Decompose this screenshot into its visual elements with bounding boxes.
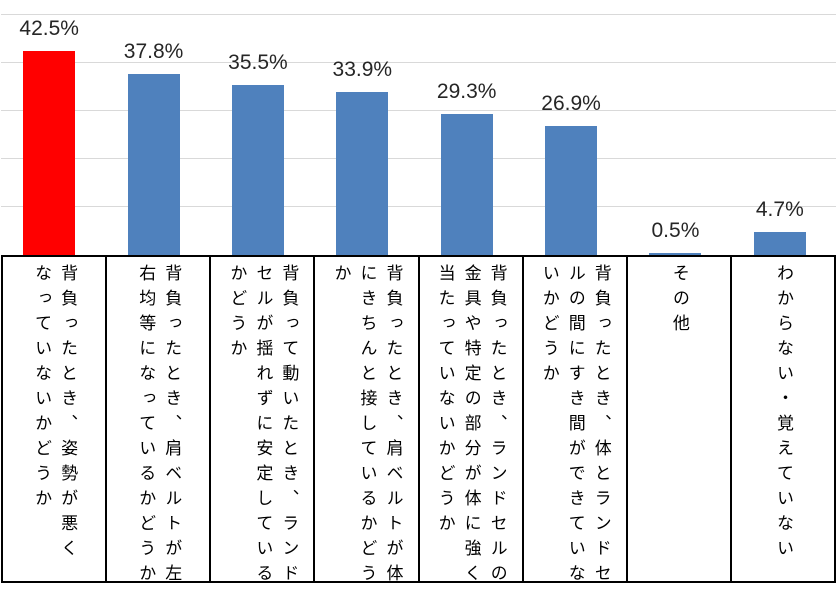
category-label-line: いかどうか xyxy=(539,264,559,389)
category-label-line: その他 xyxy=(669,264,689,339)
category-label-8: わからない・覚えていない xyxy=(770,264,796,564)
category-label-line: 右均等になっているかどうか xyxy=(136,264,156,581)
category-label-2: 背負ったとき、肩ベルトが左 右均等になっているかどうか xyxy=(132,264,184,581)
category-cell-6: 背負ったとき、体とランドセ ルの間にすき間ができていな いかどうか xyxy=(521,257,626,581)
category-label-3: 背負って動いたとき、ランド セルが揺れずに安定している かどうか xyxy=(223,264,301,581)
category-label-line: ルの間にすき間ができていな xyxy=(565,264,585,581)
gridline-30 xyxy=(1,110,836,111)
category-label-4: 背負ったとき、肩ベルトが体 にきちんと接しているかどうか xyxy=(327,264,405,581)
category-cell-8: わからない・覚えていない xyxy=(729,257,834,581)
bar-value-label-8: 4.7% xyxy=(755,198,804,222)
bar-value-label-4: 33.9% xyxy=(332,58,393,82)
bar-4 xyxy=(336,92,389,255)
category-label-line: 金具や特定の部分が体に強く xyxy=(461,264,481,581)
category-cell-2: 背負ったとき、肩ベルトが左 右均等になっているかどうか xyxy=(105,257,209,581)
category-cell-7: その他 xyxy=(625,257,730,581)
category-label-line: にきちんと接しているかどう xyxy=(357,264,377,581)
category-label-line: 背負ったとき、肩ベルトが体 xyxy=(383,264,403,581)
category-label-6: 背負ったとき、体とランドセ ルの間にすき間ができていな いかどうか xyxy=(536,264,614,581)
category-label-line: なっていないかどうか xyxy=(32,264,52,514)
gridline-50 xyxy=(1,14,836,15)
category-cell-3: 背負って動いたとき、ランド セルが揺れずに安定している かどうか xyxy=(209,257,313,581)
bar-value-label-7: 0.5% xyxy=(651,218,700,242)
category-label-line: 当たっていないかどうか xyxy=(435,264,455,539)
bar-8 xyxy=(753,232,806,255)
bar-6 xyxy=(545,125,598,255)
category-cell-5: 背負ったとき、ランドセルの 金具や特定の部分が体に強く 当たっていないかどうか xyxy=(417,257,522,581)
bar-value-label-6: 26.9% xyxy=(541,91,601,115)
category-axis-table: 背負ったとき、姿勢が悪く なっていないかどうか 背負ったとき、肩ベルトが左 右均等にな… xyxy=(1,255,836,583)
category-label-1: 背負ったとき、姿勢が悪く なっていないかどうか xyxy=(28,264,80,564)
category-label-line: か xyxy=(331,264,351,289)
bar-1 xyxy=(23,51,76,255)
category-label-line: 背負って動いたとき、ランド xyxy=(279,264,299,581)
bar-7 xyxy=(649,252,702,255)
bar-value-label-5: 29.3% xyxy=(436,80,497,104)
bar-value-label-2: 37.8% xyxy=(123,39,184,63)
category-label-7: その他 xyxy=(666,264,692,339)
category-label-line: かどうか xyxy=(227,264,247,364)
bar-2 xyxy=(127,73,180,255)
gridline-40 xyxy=(1,62,836,63)
category-label-line: わからない・覚えていない xyxy=(773,264,793,564)
gridline-20 xyxy=(1,158,836,159)
plot-area: 42.5% 37.8% 35.5% 33.9% 29.3% 26.9% 0.5% 4.7% xyxy=(1,0,836,255)
category-label-line: 背負ったとき、肩ベルトが左 xyxy=(162,264,182,581)
category-label-line: 背負ったとき、体とランドセ xyxy=(591,264,611,581)
category-cell-4: 背負ったとき、肩ベルトが体 にきちんと接しているかどうか xyxy=(313,257,417,581)
bar-value-label-1: 42.5% xyxy=(19,17,79,40)
bar-3 xyxy=(231,84,284,255)
category-label-line: セルが揺れずに安定している xyxy=(253,264,273,581)
category-label-line: 背負ったとき、姿勢が悪く xyxy=(58,264,78,564)
category-label-5: 背負ったとき、ランドセルの 金具や特定の部分が体に強く 当たっていないかどうか xyxy=(432,264,510,581)
bar-value-label-3: 35.5% xyxy=(228,50,288,74)
bar-5 xyxy=(440,114,493,255)
category-cell-1: 背負ったとき、姿勢が悪く なっていないかどうか xyxy=(3,257,105,581)
category-label-line: 背負ったとき、ランドセルの xyxy=(487,264,507,581)
gridline-10 xyxy=(1,206,836,207)
